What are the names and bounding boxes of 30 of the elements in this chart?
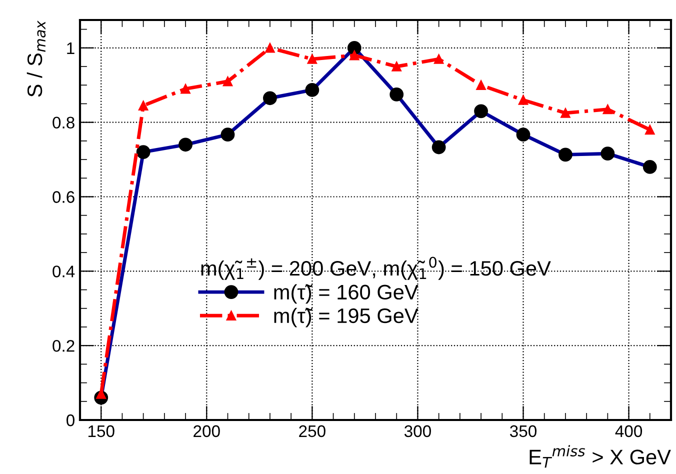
legend-label: m(τ̃) = 160 GeV [274,284,418,304]
y-axis-title: S / S$_{max}$ [26,20,46,97]
point [518,95,528,105]
point [222,76,233,86]
point [350,50,360,60]
point [392,62,402,72]
y-tick-label: 0.6 [52,191,74,203]
x-tick-label: 400 [615,425,642,438]
x-tick-label: 250 [299,425,326,438]
point [265,43,275,53]
point [180,84,190,94]
x-tick-label: 200 [194,425,220,438]
point [307,54,318,64]
point [138,100,148,110]
legend-title: m(χ̃$_{1}$$^{±}$) = 200 GeV, m(χ̃$_{1}$$^{0}$) = 150 GeV [201,256,551,280]
point [602,104,613,114]
point [560,108,570,118]
y-tick-label: 0.8 [52,116,74,129]
y-tick-label: 0.2 [52,340,74,352]
y-tick-label: 0.4 [52,266,75,278]
y-tick-label: 0 [66,414,74,426]
x-tick-label: 150 [88,425,114,438]
x-tick-label: 300 [404,425,431,438]
x-tick-label: 350 [510,425,537,438]
y-tick-label: 1 [67,42,74,54]
legend-label: m(τ̃) = 195 GeV [274,308,418,328]
x-axis-title: E$_{T}$$^{miss}$ > X GeV [530,445,671,468]
point [434,54,444,64]
point [476,80,486,90]
point [645,124,655,135]
